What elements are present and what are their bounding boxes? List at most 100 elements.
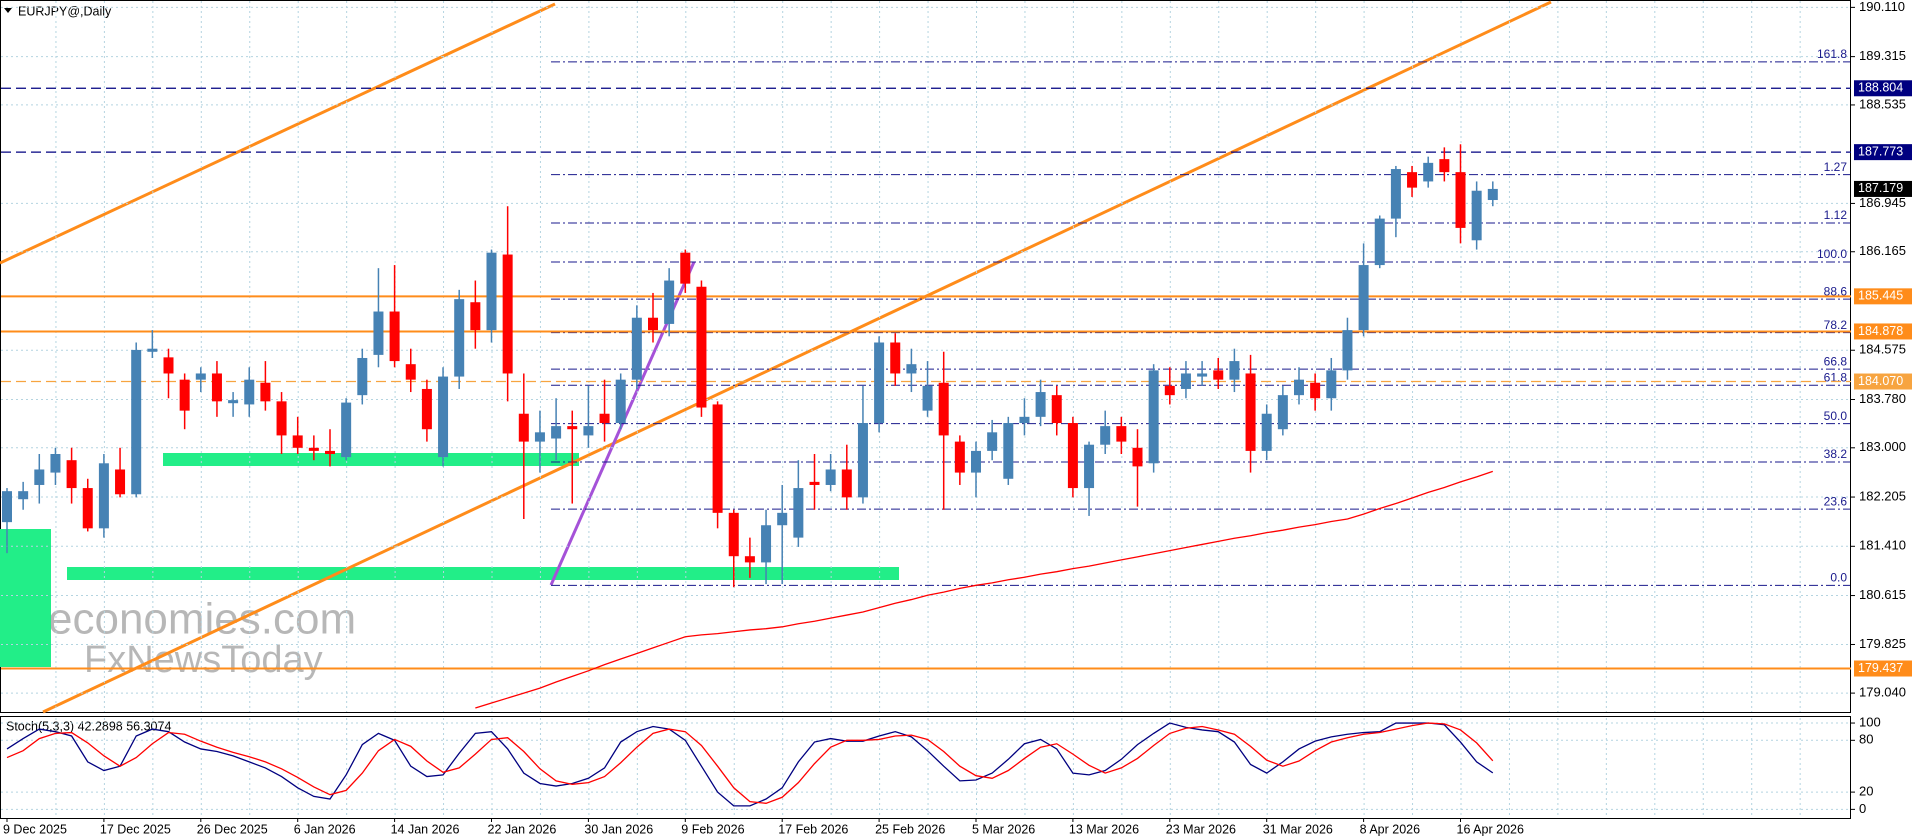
- candle-body: [841, 469, 852, 498]
- zone-rect: [67, 567, 899, 580]
- x-tick-label: 17 Dec 2025: [100, 822, 171, 836]
- fib-label: 88.6: [1824, 284, 1848, 298]
- fib-label: 1.12: [1824, 208, 1848, 222]
- price-level-box: [1854, 80, 1912, 97]
- candle-body: [583, 426, 594, 436]
- candle-body: [1294, 379, 1304, 396]
- candle-body: [1326, 370, 1337, 399]
- y-tick-label: 188.535: [1859, 96, 1906, 111]
- y-tick-label: 182.205: [1859, 488, 1906, 503]
- candle-body: [1407, 172, 1418, 188]
- candle-body: [1261, 413, 1272, 451]
- candle-body: [680, 252, 691, 284]
- candle-body: [50, 453, 61, 473]
- menu-triangle: [4, 8, 12, 13]
- candle-body: [373, 311, 384, 355]
- x-tick-label: 14 Jan 2026: [391, 822, 460, 836]
- candle-body: [1310, 382, 1321, 399]
- y-tick-label: 186.165: [1859, 243, 1906, 258]
- price-level-label: 185.445: [1858, 289, 1903, 303]
- candle-body: [486, 252, 497, 331]
- candle-body: [825, 469, 836, 485]
- fib-label: 78.2: [1824, 318, 1848, 332]
- y-tick-label: 190.110: [1859, 0, 1905, 14]
- candle-body: [1148, 370, 1159, 464]
- last-price-box: [1854, 180, 1912, 197]
- candle-body: [405, 364, 416, 380]
- moving-average: [475, 470, 1494, 709]
- fib-label: 66.8: [1824, 354, 1848, 368]
- x-tick-label: 31 Mar 2026: [1263, 822, 1333, 836]
- candle-body: [906, 364, 917, 374]
- fib-label: 61.8: [1824, 370, 1848, 384]
- candle-body: [599, 413, 610, 424]
- candle-body: [179, 379, 190, 411]
- candle-body: [1019, 416, 1030, 424]
- candle-body: [777, 512, 788, 526]
- y-tick-label: 20: [1859, 784, 1873, 799]
- fib-label: 0.0: [1830, 570, 1847, 584]
- candle-body: [1035, 392, 1046, 417]
- y-tick-label: 180.615: [1859, 587, 1906, 602]
- candle-body: [18, 491, 29, 500]
- candle-body: [438, 376, 449, 458]
- stoch-line: [6, 722, 1494, 804]
- candle-body: [1342, 330, 1353, 371]
- candle-body: [1164, 385, 1175, 396]
- candle-body: [470, 302, 481, 331]
- y-tick-label: 181.410: [1859, 538, 1906, 553]
- y-tick-label: 189.315: [1859, 48, 1906, 63]
- candle-body: [357, 357, 368, 396]
- candle-body: [551, 426, 562, 439]
- candle-body: [34, 469, 45, 485]
- candle-body: [211, 373, 222, 402]
- x-tick-label: 16 Apr 2026: [1457, 822, 1524, 836]
- fib-label: 38.2: [1824, 447, 1848, 461]
- candle-body: [1455, 172, 1466, 228]
- candle-body: [1277, 395, 1288, 430]
- candle-body: [631, 317, 642, 380]
- candle-body: [502, 254, 513, 374]
- candle-body: [971, 450, 981, 473]
- last-price-label: 187.179: [1858, 181, 1903, 195]
- candle-body: [793, 488, 804, 538]
- candle-body: [1358, 265, 1369, 331]
- candle-body: [82, 488, 93, 529]
- candle-body: [664, 280, 675, 324]
- x-tick-label: 23 Mar 2026: [1166, 822, 1236, 836]
- candle-body: [1197, 373, 1208, 377]
- candle-body: [1100, 426, 1111, 445]
- trend-channel-line: [0, 2, 556, 265]
- candle-body: [567, 426, 578, 430]
- candle-body: [308, 447, 319, 451]
- price-level-label: 179.437: [1858, 661, 1903, 675]
- y-tick-label: 183.000: [1859, 439, 1906, 454]
- x-tick-label: 17 Feb 2026: [778, 822, 848, 836]
- candle-body: [454, 299, 465, 377]
- fib-label: 50.0: [1824, 409, 1848, 423]
- zone-rect: [163, 453, 579, 466]
- candle-body: [1180, 373, 1191, 389]
- candle-body: [244, 379, 255, 405]
- candle-body: [518, 413, 529, 442]
- candle-body: [696, 286, 707, 408]
- candle-body: [1245, 373, 1256, 451]
- stoch-line: [6, 722, 1494, 807]
- fib-label: 161.8: [1817, 47, 1847, 61]
- x-tick-label: 9 Feb 2026: [681, 822, 744, 836]
- candle-body: [728, 512, 739, 557]
- candle-body: [2, 491, 12, 523]
- candle-body: [1051, 395, 1062, 424]
- y-tick-label: 183.780: [1859, 391, 1906, 406]
- fib-label: 100.0: [1817, 247, 1847, 261]
- candle-body: [1213, 370, 1224, 380]
- y-tick-label: 80: [1859, 732, 1873, 747]
- x-tick-label: 26 Dec 2025: [197, 822, 268, 836]
- y-tick-label: 186.945: [1859, 195, 1906, 210]
- candle-body: [66, 460, 77, 489]
- y-tick-label: 0: [1859, 801, 1866, 816]
- candle-body: [195, 373, 206, 380]
- candle-body: [276, 401, 287, 436]
- price-level-box: [1854, 288, 1912, 305]
